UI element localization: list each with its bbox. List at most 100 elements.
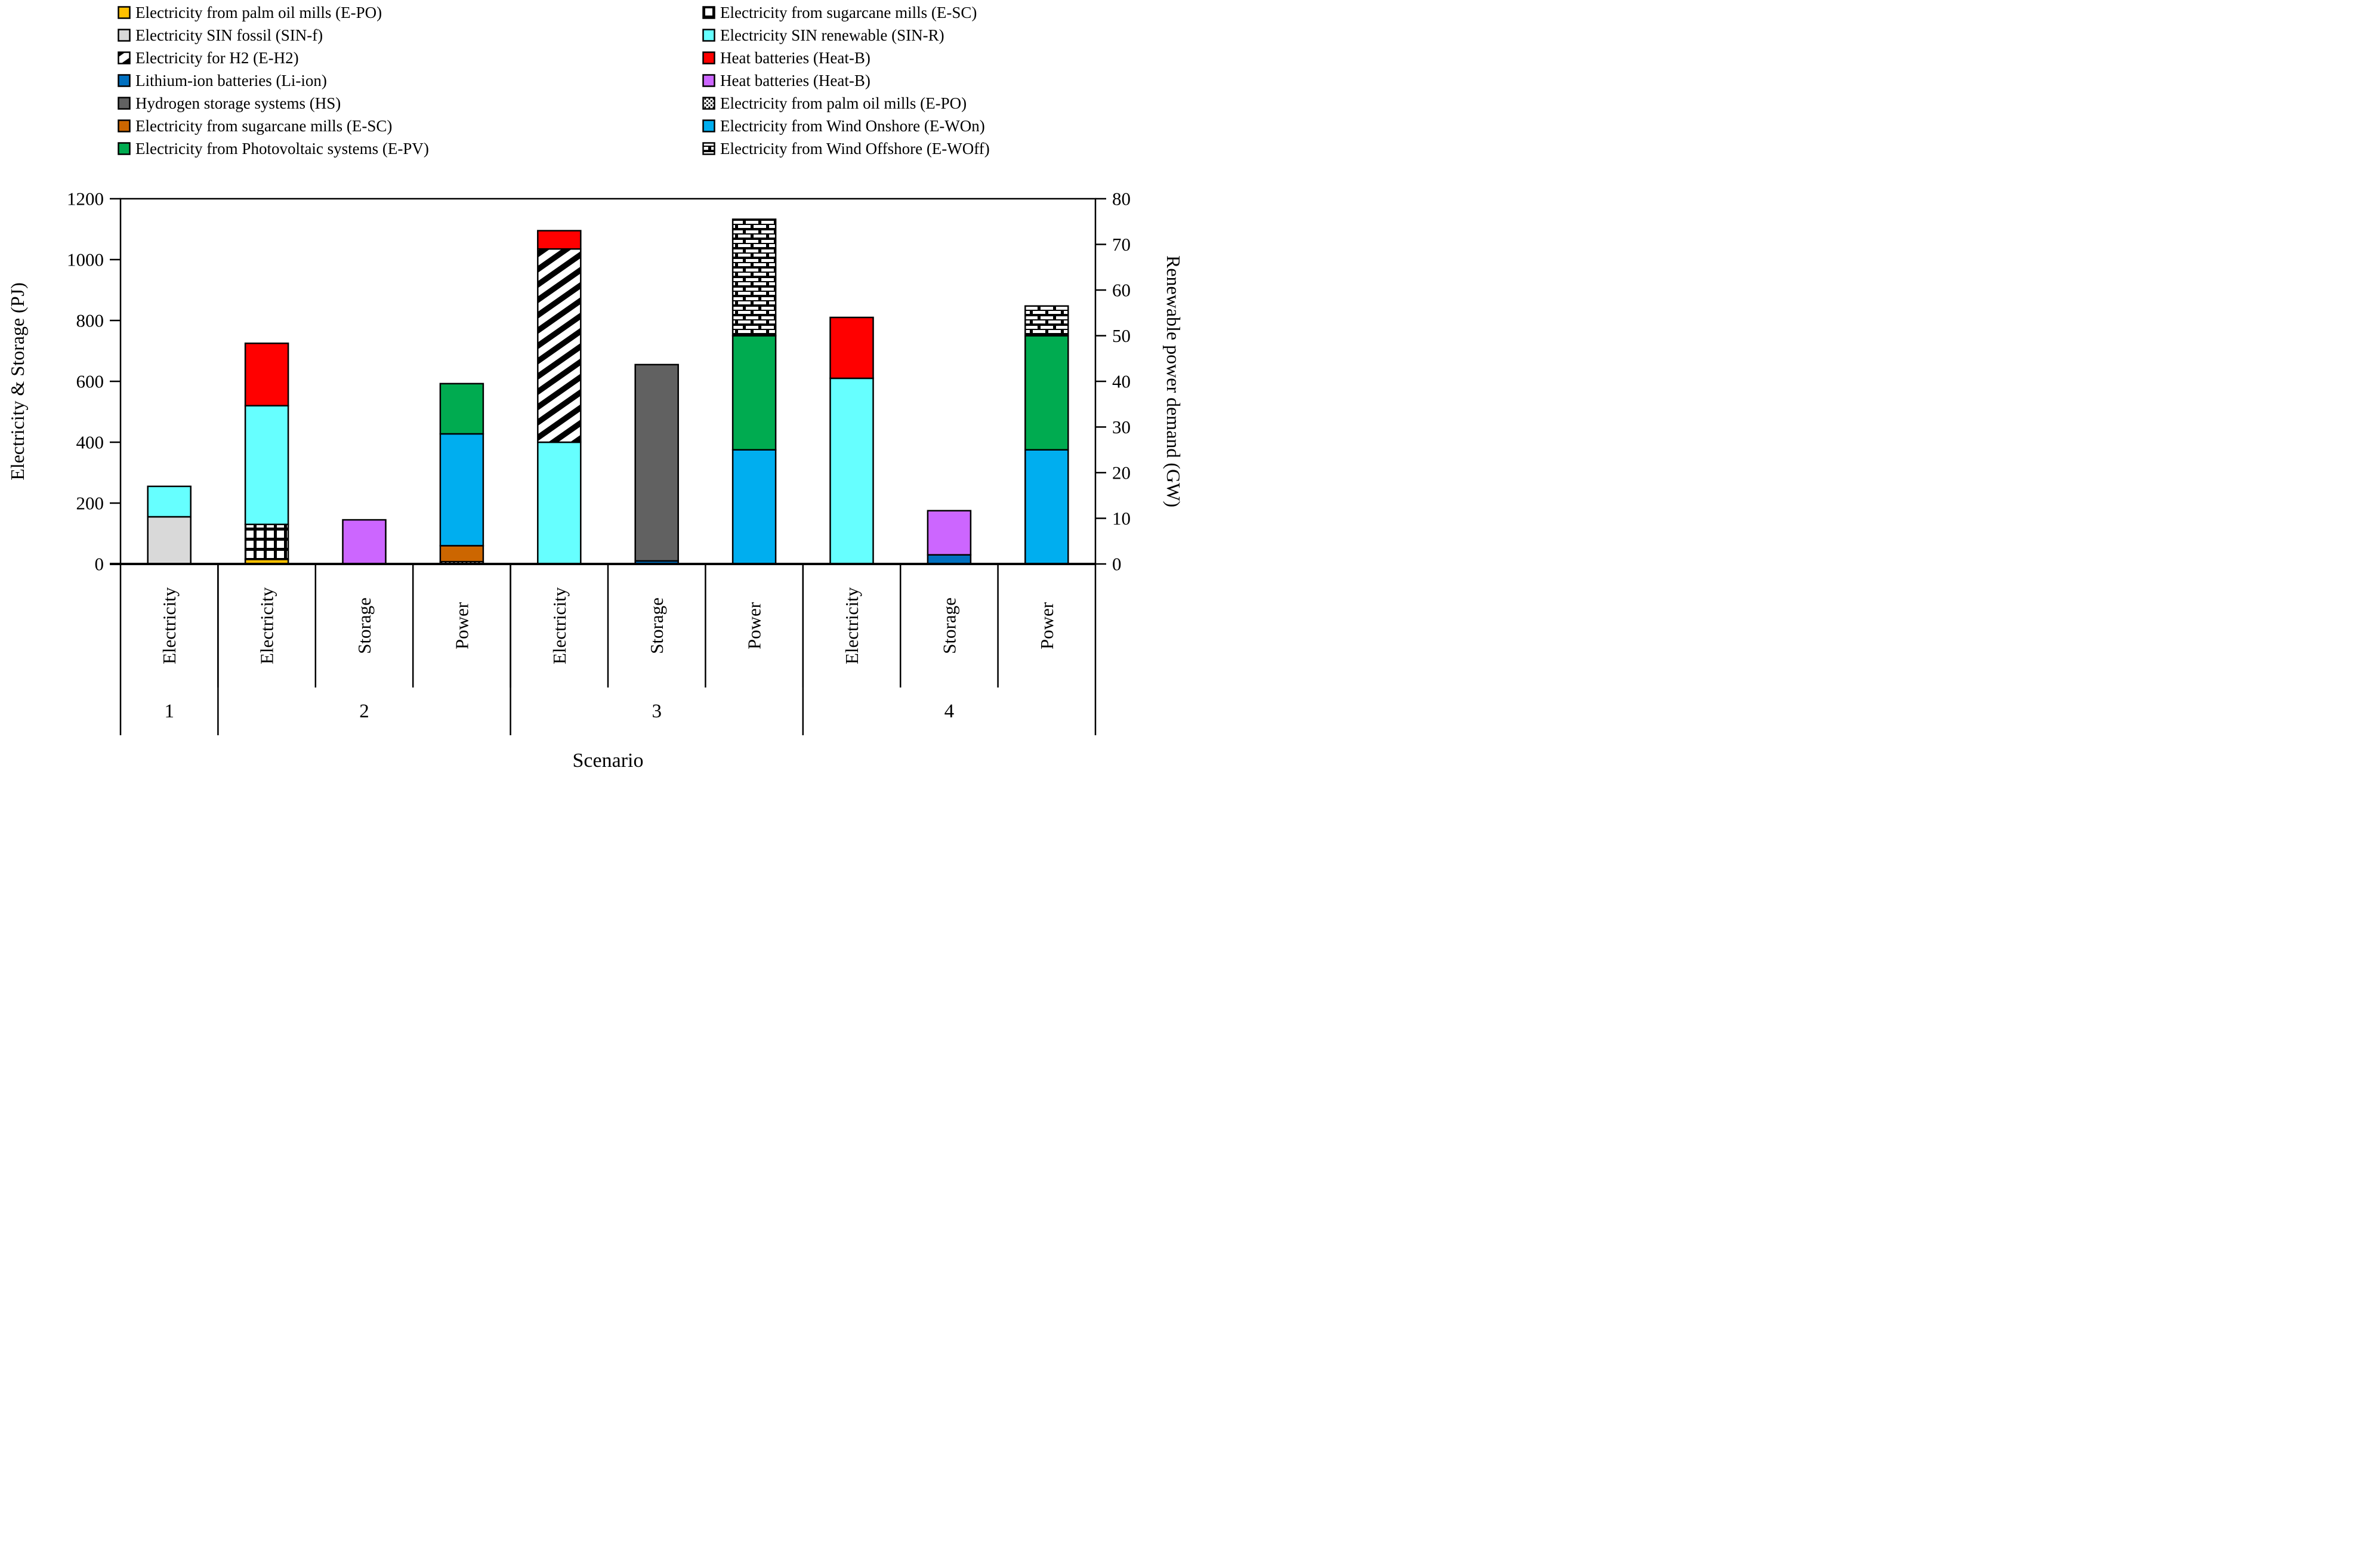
legend-label: Electricity from Photovoltaic systems (E… [135, 139, 429, 158]
legend-swatch-HS-icon [118, 97, 131, 110]
bar-segment-s3-power-E-WOn [731, 449, 777, 565]
scenario-label: 2 [359, 701, 369, 722]
scenario-label: 4 [944, 701, 955, 722]
bar-segment-s2-power-E-SC [439, 545, 484, 563]
right-axis-tick-label: 50 [1112, 325, 1131, 346]
category-label: Electricity [257, 587, 277, 664]
legend-item: Electricity from Photovoltaic systems (E… [118, 137, 429, 160]
legend-item: Hydrogen storage systems (HS) [118, 92, 341, 115]
right-axis-tick-label: 40 [1112, 371, 1131, 392]
legend-swatch-E-PO-icon [118, 6, 131, 19]
right-axis-tick-label: 60 [1112, 280, 1131, 301]
left-axis-tick-label: 400 [76, 432, 104, 453]
legend-swatch-E-SC-hatch-icon [702, 6, 715, 19]
bar-segment-s4-storage-Li-ion [927, 554, 972, 565]
legend-label: Electricity SIN fossil (SIN-f) [135, 26, 323, 44]
legend-item: Lithium-ion batteries (Li-ion) [118, 69, 327, 92]
category-label: Electricity [159, 587, 180, 664]
bar-segment-s2-power-E-WOn [439, 433, 484, 547]
stacked-bar-chart: 0 200 400 600 800 1000 1200 0 10 20 30 40 50 60 70 80 El… [7, 189, 1184, 772]
left-axis-tick-label: 200 [76, 493, 104, 514]
legend-item: Electricity from Wind Offshore (E-WOff) [702, 137, 990, 160]
right-axis-tick-label: 80 [1112, 189, 1131, 209]
bar-segment-s4-power-E-WOff [1024, 305, 1069, 337]
legend-swatch-E-PO-hatch-icon [702, 97, 715, 110]
category-label: Electricity [841, 587, 862, 664]
right-axis-tick-label: 10 [1112, 508, 1131, 529]
legend-item: Electricity for H2 (E-H2) [118, 47, 299, 69]
scenario-label: 3 [652, 701, 662, 722]
legend-label: Electricity from palm oil mills (E-PO) [720, 94, 967, 112]
legend-swatch-E-WOff-icon [702, 142, 715, 155]
legend-swatch-E-SC-icon [118, 119, 131, 132]
bar-segment-s4-storage-Heat-B-purple [927, 510, 972, 556]
legend-swatch-E-PV-icon [118, 142, 131, 155]
bar-segment-s4-power-E-PV [1024, 335, 1069, 451]
bar-segment-s3-storage-HS [634, 363, 679, 562]
x-axis-title: Scenario [573, 750, 644, 772]
bar-segment-s3-electricity-E-H2 [537, 248, 582, 443]
category-label: Storage [354, 597, 375, 654]
bar-segment-s1-electricity-SIN-R [147, 485, 192, 518]
legend-label: Heat batteries (Heat-B) [720, 71, 870, 90]
category-label: Power [451, 602, 472, 649]
legend-item: Heat batteries (Heat-B) [702, 47, 870, 69]
right-axis-title: Renewable power demand (GW) [1163, 255, 1184, 507]
category-label: Power [744, 602, 765, 649]
legend-swatch-E-WOn-icon [702, 119, 715, 132]
bar-segment-s3-power-E-WOff [731, 218, 777, 337]
figure-page: Electricity from palm oil mills (E-PO) El… [0, 0, 1190, 780]
legend-item: Electricity SIN renewable (SIN-R) [702, 24, 944, 47]
bar-segment-s4-electricity-Heat-B-red [829, 316, 874, 380]
legend-swatch-E-H2-icon [118, 51, 131, 64]
legend-swatch-SIN-f-icon [118, 29, 131, 42]
legend-swatch-Li-ion-icon [118, 74, 131, 87]
legend-label: Electricity for H2 (E-H2) [135, 48, 299, 67]
legend-item: Heat batteries (Heat-B) [702, 69, 870, 92]
right-axis-tick-label: 20 [1112, 463, 1131, 483]
legend-label: Lithium-ion batteries (Li-ion) [135, 71, 327, 90]
bar-segment-s2-power-E-PV [439, 383, 484, 435]
legend-label: Electricity from Wind Onshore (E-WOn) [720, 116, 985, 135]
legend-label: Hydrogen storage systems (HS) [135, 94, 341, 112]
left-axis-tick-label: 1000 [67, 249, 104, 270]
legend-item: Electricity from palm oil mills (E-PO) [118, 1, 382, 24]
left-axis-title: Electricity & Storage (PJ) [7, 282, 28, 480]
right-axis-tick-label: 30 [1112, 417, 1131, 437]
category-label: Electricity [549, 587, 570, 664]
left-axis-tick-label: 800 [76, 310, 104, 331]
legend-swatch-Heat-B-purple-icon [702, 74, 715, 87]
legend-item: Electricity SIN fossil (SIN-f) [118, 24, 323, 47]
category-label: Storage [939, 597, 959, 654]
left-axis-tick-label: 600 [76, 371, 104, 392]
legend-item: Electricity from sugarcane mills (E-SC) [118, 115, 392, 137]
scenario-label: 1 [164, 701, 174, 722]
legend-item: Electricity from sugarcane mills (E-SC) [702, 1, 977, 24]
right-axis-tick-label: 0 [1112, 554, 1122, 575]
chart-legend: Electricity from palm oil mills (E-PO) El… [0, 0, 1190, 173]
bar-segment-s4-electricity-SIN-R [829, 377, 874, 565]
legend-item: Electricity from palm oil mills (E-PO) [702, 92, 967, 115]
legend-swatch-Heat-B-red-icon [702, 51, 715, 64]
bar-segment-s3-electricity-Heat-B-red [537, 230, 582, 250]
legend-swatch-SIN-R-icon [702, 29, 715, 42]
legend-label: Electricity from sugarcane mills (E-SC) [720, 3, 977, 21]
bar-segment-s4-power-E-WOn [1024, 449, 1069, 565]
category-label: Storage [646, 597, 667, 654]
bar-segment-s2-storage-Heat-B-purple [342, 519, 387, 565]
bar-segment-s1-electricity-SIN-f [147, 516, 192, 565]
category-label: Power [1036, 602, 1057, 649]
bar-segment-s2-electricity-SIN-R [244, 405, 289, 525]
bar-segment-s2-electricity-E-SC-hatch [244, 523, 289, 560]
left-axis-tick-label: 0 [95, 554, 104, 575]
legend-label: Heat batteries (Heat-B) [720, 48, 870, 67]
legend-label: Electricity from sugarcane mills (E-SC) [135, 116, 393, 135]
legend-label: Electricity SIN renewable (SIN-R) [720, 26, 944, 44]
bar-segment-s3-electricity-SIN-R [537, 441, 582, 565]
bar-segment-s3-power-E-PV [731, 335, 777, 451]
legend-label: Electricity from palm oil mills (E-PO) [135, 3, 382, 21]
legend-label: Electricity from Wind Offshore (E-WOff) [720, 139, 990, 158]
right-axis-tick-label: 70 [1112, 234, 1131, 255]
bar-segment-s2-electricity-Heat-B-red [244, 343, 289, 407]
legend-item: Electricity from Wind Onshore (E-WOn) [702, 115, 985, 137]
